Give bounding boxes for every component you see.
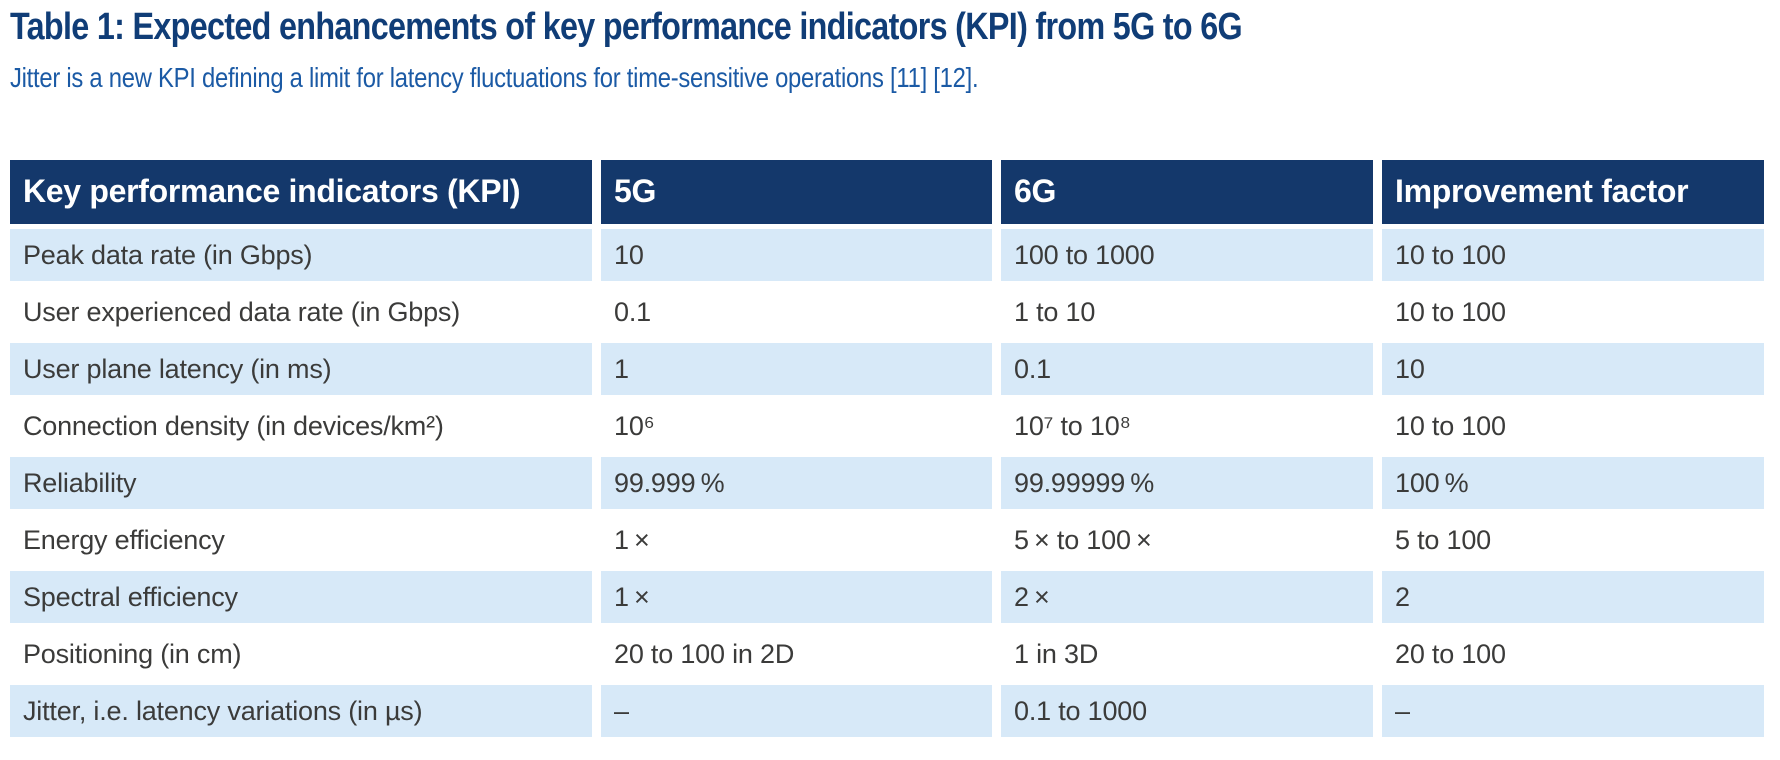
cell-5g-value: 1 ×: [601, 571, 992, 623]
kpi-table: Key performance indicators (KPI) 5G 6G I…: [10, 160, 1764, 737]
table-title: Table 1: Expected enhancements of key pe…: [10, 6, 1243, 48]
cell-kpi: Reliability: [10, 457, 592, 509]
cell-improvement-value: 100 %: [1382, 457, 1764, 509]
cell-kpi: Positioning (in cm): [10, 628, 592, 680]
cell-5g-value: 0.1: [601, 286, 992, 338]
cell-improvement-value: 2: [1382, 571, 1764, 623]
cell-improvement-value: 20 to 100: [1382, 628, 1764, 680]
cell-improvement-value: 10: [1382, 343, 1764, 395]
cell-6g-value: 100 to 1000: [1001, 229, 1373, 281]
cell-6g-value: 1 in 3D: [1001, 628, 1373, 680]
cell-5g-value: 10: [601, 229, 992, 281]
cell-5g-value: 10⁶: [601, 400, 992, 452]
cell-6g-value: 5 × to 100 ×: [1001, 514, 1373, 566]
column-header-improvement-factor: Improvement factor: [1382, 160, 1764, 224]
cell-kpi: Spectral efficiency: [10, 571, 592, 623]
cell-improvement-value: 10 to 100: [1382, 400, 1764, 452]
cell-kpi: User plane latency (in ms): [10, 343, 592, 395]
cell-6g-value: 10⁷ to 10⁸: [1001, 400, 1373, 452]
cell-6g-value: 2 ×: [1001, 571, 1373, 623]
cell-6g-value: 0.1 to 1000: [1001, 685, 1373, 737]
column-header-kpi: Key performance indicators (KPI): [10, 160, 592, 224]
cell-5g-value: 20 to 100 in 2D: [601, 628, 992, 680]
cell-6g-value: 0.1: [1001, 343, 1373, 395]
cell-5g-value: 1: [601, 343, 992, 395]
cell-improvement-value: 10 to 100: [1382, 229, 1764, 281]
cell-kpi: Energy efficiency: [10, 514, 592, 566]
cell-5g-value: –: [601, 685, 992, 737]
cell-kpi: Connection density (in devices/km²): [10, 400, 592, 452]
cell-6g-value: 99.99999 %: [1001, 457, 1373, 509]
cell-improvement-value: –: [1382, 685, 1764, 737]
cell-5g-value: 1 ×: [601, 514, 992, 566]
cell-kpi: Jitter, i.e. latency variations (in µs): [10, 685, 592, 737]
cell-5g-value: 99.999 %: [601, 457, 992, 509]
cell-kpi: Peak data rate (in Gbps): [10, 229, 592, 281]
column-header-6g: 6G: [1001, 160, 1373, 224]
cell-6g-value: 1 to 10: [1001, 286, 1373, 338]
document-page: Table 1: Expected enhancements of key pe…: [10, 6, 1764, 737]
table-subtitle: Jitter is a new KPI defining a limit for…: [10, 62, 979, 93]
cell-improvement-value: 5 to 100: [1382, 514, 1764, 566]
cell-improvement-value: 10 to 100: [1382, 286, 1764, 338]
column-header-5g: 5G: [601, 160, 992, 224]
cell-kpi: User experienced data rate (in Gbps): [10, 286, 592, 338]
